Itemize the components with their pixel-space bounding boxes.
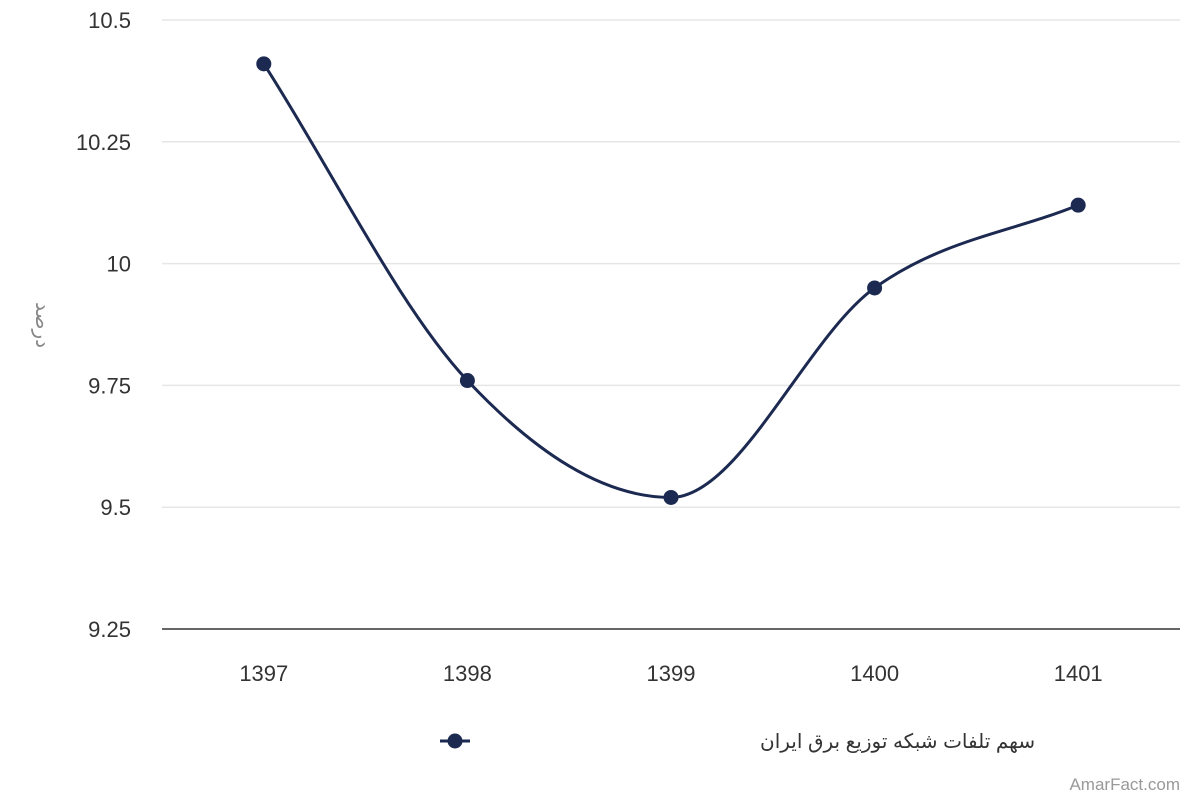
y-tick-label: 9.5 xyxy=(100,495,131,520)
series-group xyxy=(256,56,1086,505)
series-line xyxy=(262,63,1079,499)
data-point[interactable] xyxy=(1070,197,1086,213)
x-tick-label: 1401 xyxy=(1054,661,1103,686)
grid-lines xyxy=(162,19,1180,508)
x-tick-label: 1397 xyxy=(239,661,288,686)
x-axis: 1397 1398 1399 1400 1401 xyxy=(239,661,1102,686)
data-point[interactable] xyxy=(459,373,475,389)
data-point[interactable] xyxy=(867,280,883,296)
credit-text: AmarFact.com xyxy=(1069,775,1180,794)
x-tick-label: 1400 xyxy=(850,661,899,686)
legend-label: سهم تلفات شبکه توزیع برق ایران xyxy=(760,731,1035,753)
legend-marker xyxy=(447,733,463,749)
y-tick-label: 9.25 xyxy=(88,617,131,642)
y-tick-label: 10 xyxy=(107,252,131,277)
y-tick-label: 9.75 xyxy=(88,373,131,398)
y-axis: 9.25 9.5 9.75 10 10.25 10.5 xyxy=(76,8,131,642)
y-axis-label: درصد xyxy=(31,302,53,348)
data-point[interactable] xyxy=(663,489,679,505)
y-tick-label: 10.25 xyxy=(76,130,131,155)
x-tick-label: 1398 xyxy=(443,661,492,686)
data-point[interactable] xyxy=(256,56,272,72)
legend[interactable]: سهم تلفات شبکه توزیع برق ایران xyxy=(440,731,1035,753)
y-tick-label: 10.5 xyxy=(88,8,131,33)
x-tick-label: 1399 xyxy=(647,661,696,686)
